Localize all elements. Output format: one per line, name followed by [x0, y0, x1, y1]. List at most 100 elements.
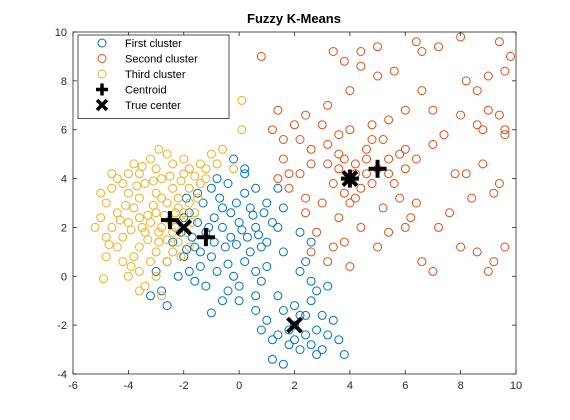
data-point	[240, 164, 250, 174]
data-point	[206, 308, 216, 318]
data-point	[123, 169, 133, 179]
legend-circle-icon	[97, 38, 107, 48]
data-point	[301, 310, 311, 320]
y-tick-label: 0	[61, 271, 67, 283]
data-point	[301, 330, 311, 340]
series-1	[146, 154, 349, 369]
data-point	[206, 183, 216, 193]
data-point	[201, 281, 211, 291]
centroid-marker	[368, 159, 387, 178]
data-point	[162, 301, 172, 311]
data-point	[267, 354, 277, 364]
data-point	[198, 198, 208, 208]
data-point	[500, 242, 510, 252]
data-point	[262, 198, 272, 208]
y-tick-label: 8	[61, 76, 67, 88]
data-point	[251, 266, 261, 276]
data-point	[168, 247, 178, 257]
data-point	[132, 181, 142, 191]
data-point	[345, 86, 355, 96]
data-point	[195, 159, 205, 169]
data-point	[162, 257, 172, 267]
data-point	[312, 227, 322, 237]
data-point	[195, 262, 205, 271]
data-point	[356, 61, 366, 71]
data-point	[301, 208, 311, 218]
data-point	[229, 271, 239, 281]
data-point	[154, 227, 164, 237]
data-point	[212, 174, 222, 184]
data-point	[104, 240, 114, 249]
legend-entry: Second cluster	[97, 54, 198, 66]
data-point	[323, 139, 333, 149]
data-point	[190, 242, 200, 252]
data-point	[328, 315, 338, 325]
series-2	[256, 32, 515, 276]
legend-label: True center	[125, 100, 181, 112]
data-point	[129, 203, 139, 213]
data-point	[140, 281, 150, 291]
data-point	[157, 193, 167, 203]
data-point	[290, 301, 299, 311]
x-tick-label: -2	[179, 380, 189, 392]
data-point	[494, 110, 504, 120]
data-point	[356, 47, 366, 56]
data-point	[434, 222, 443, 232]
data-point	[254, 230, 263, 240]
data-point	[356, 222, 366, 232]
data-point	[439, 130, 449, 140]
data-point	[273, 183, 283, 193]
data-point	[306, 144, 316, 154]
chart-title: Fuzzy K-Means	[247, 11, 341, 26]
data-point	[494, 37, 504, 47]
data-point	[284, 169, 294, 179]
data-point	[428, 266, 438, 276]
data-point	[306, 237, 316, 247]
data-point	[115, 215, 125, 225]
centroid-marker	[160, 211, 179, 230]
legend-plus-icon	[96, 83, 108, 96]
data-point	[218, 296, 227, 306]
data-point	[126, 262, 136, 271]
data-point	[456, 242, 466, 252]
data-point	[323, 159, 333, 169]
data-point	[489, 188, 499, 198]
data-point	[162, 235, 172, 245]
data-point	[483, 266, 493, 276]
data-point	[99, 274, 108, 284]
data-point	[489, 257, 499, 267]
data-point	[223, 286, 233, 296]
data-point	[173, 237, 183, 247]
data-point	[134, 193, 144, 203]
data-point	[176, 176, 186, 186]
data-point	[295, 345, 305, 355]
data-point	[273, 174, 283, 184]
data-point	[312, 286, 322, 296]
data-point	[350, 159, 360, 169]
data-point	[140, 179, 150, 188]
data-point	[345, 198, 355, 208]
data-point	[434, 42, 443, 52]
data-point	[301, 257, 311, 267]
data-point	[339, 188, 349, 198]
data-point	[456, 110, 466, 120]
data-point	[411, 154, 421, 164]
data-point	[306, 296, 316, 306]
data-point	[240, 169, 250, 179]
data-point	[96, 213, 106, 223]
data-point	[165, 171, 175, 181]
data-point	[118, 232, 128, 242]
center-markers-layer	[160, 159, 387, 334]
data-point	[345, 125, 355, 135]
data-point	[226, 232, 236, 242]
data-point	[345, 262, 355, 271]
data-point	[223, 179, 233, 188]
data-points-layer	[90, 32, 515, 369]
data-point	[290, 120, 299, 130]
data-point	[284, 183, 294, 193]
data-point	[323, 330, 333, 340]
data-point	[218, 222, 227, 232]
data-point	[226, 208, 236, 218]
data-point	[278, 135, 288, 144]
